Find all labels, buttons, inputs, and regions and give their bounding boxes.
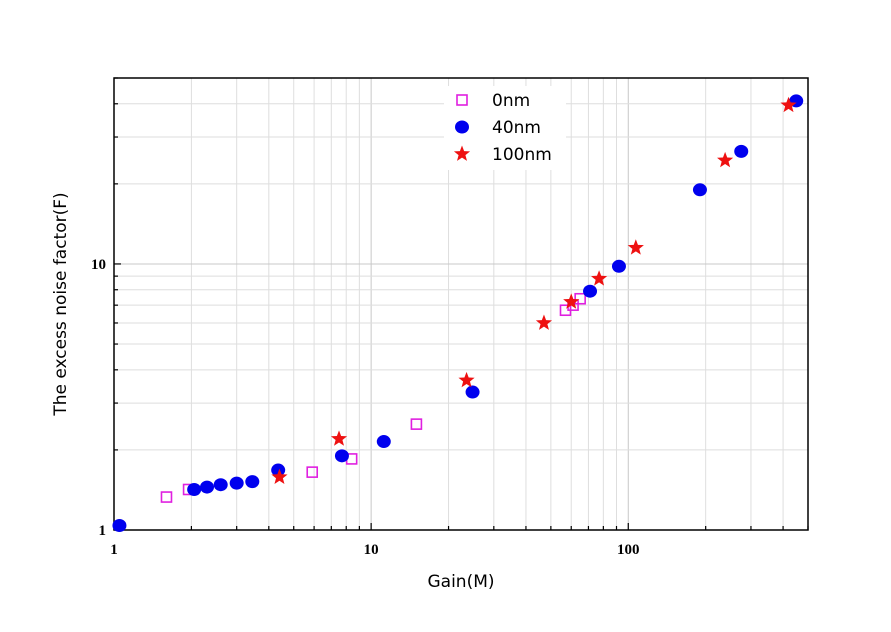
point-100nm (591, 270, 608, 286)
point-0nm (160, 491, 173, 503)
plot-frame (113, 77, 809, 531)
point-0nm (306, 466, 319, 478)
point-100nm (535, 314, 553, 330)
point-40nm (245, 475, 260, 489)
point-0nm (410, 418, 423, 430)
point-100nm (627, 239, 644, 255)
legend-marker-100nm (453, 145, 471, 161)
point-0nm (574, 292, 586, 305)
series-40nm (112, 94, 804, 532)
point-40nm (213, 478, 228, 492)
legend-marker-40nm (455, 120, 469, 134)
point-40nm (200, 480, 215, 494)
legend-label-0nm: 0nm (492, 91, 530, 111)
legend: 0nm 40nm 100nm (444, 86, 566, 170)
legend-marker-0nm (456, 94, 468, 106)
point-40nm (692, 183, 707, 197)
point-40nm (187, 482, 202, 496)
y-tick-label: 1 (99, 523, 107, 539)
point-100nm (780, 96, 797, 113)
series-100nm (271, 96, 797, 485)
point-100nm (717, 151, 734, 168)
data-points (112, 94, 804, 532)
y-axis-label: The excess noise factor(F) (51, 192, 71, 416)
point-100nm (330, 430, 348, 446)
point-100nm (458, 371, 475, 388)
x-axis-label: Gain(M) (427, 572, 494, 592)
x-tick-label: 10 (364, 542, 379, 558)
point-40nm (334, 449, 349, 463)
legend-label-40nm: 40nm (492, 118, 541, 138)
series-0nm (160, 292, 586, 503)
point-40nm (611, 259, 626, 273)
point-40nm (734, 144, 749, 158)
point-100nm (563, 293, 580, 309)
point-40nm (376, 435, 391, 449)
point-40nm (583, 284, 598, 298)
x-tick-label: 1 (110, 542, 118, 558)
legend-label-100nm: 100nm (492, 145, 552, 165)
point-40nm (465, 385, 480, 399)
point-100nm (271, 468, 288, 485)
point-40nm (112, 518, 127, 532)
y-tick-label: 10 (91, 257, 106, 273)
x-tick-label: 100 (617, 542, 640, 558)
point-40nm (229, 476, 244, 490)
point-40nm (271, 463, 286, 477)
